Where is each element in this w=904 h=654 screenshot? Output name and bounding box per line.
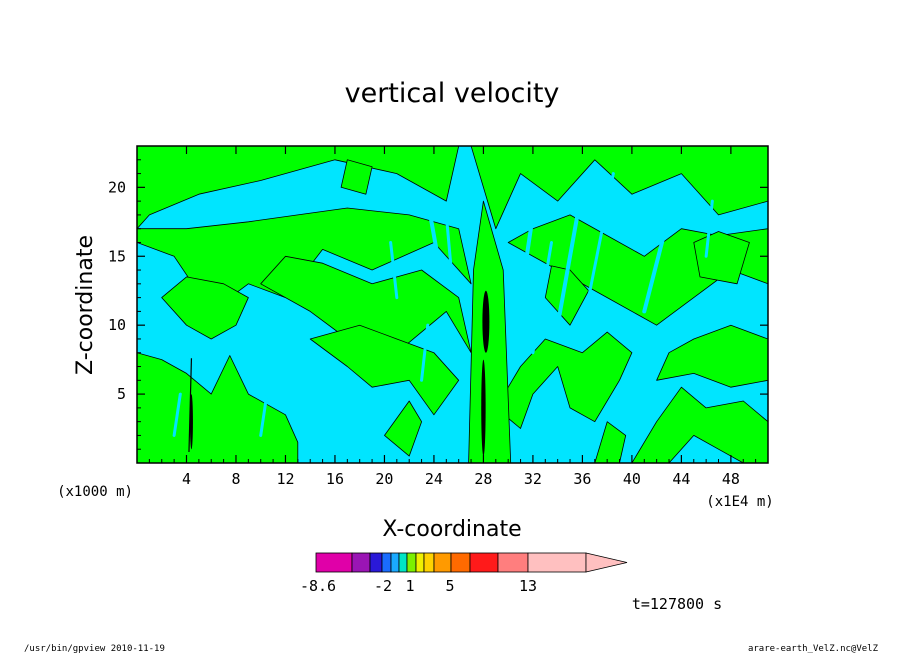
positive-region [495,331,633,429]
x-tick-label: 16 [326,470,344,488]
x-tick-label: 4 [182,470,191,488]
colorbar-segment [369,552,383,573]
positive-region [340,159,373,195]
negative-streak [444,213,454,286]
negative-streak [587,172,615,300]
time-label: t=127800 s [632,595,722,613]
x-tick-label: 8 [231,470,240,488]
colorbar [315,552,628,573]
colorbar-labels: -8.6 -2 1 5 13 [300,577,537,595]
y-tick-label: 5 [117,385,126,403]
plot-frame [136,145,769,464]
colorbar-label: 13 [519,577,537,595]
y-tick-label: 10 [108,316,126,334]
positive-region [544,265,589,326]
negative-streak [425,199,443,273]
x-tick-label: 36 [573,470,591,488]
footer-right: arare-earth_VelZ.nc@VelZ [748,644,879,654]
negative-streak [512,212,535,341]
colorbar-segment [381,552,392,573]
negative-streak [259,392,269,437]
x-tick-label: 48 [722,470,740,488]
x-tick-label: 12 [276,470,294,488]
colorbar-segment [450,552,471,573]
y-axis-unit: (x1000 m) [57,484,133,500]
positive-region [470,146,768,230]
x-tick-label: 24 [425,470,443,488]
positive-region [631,386,768,463]
negative-streak [555,185,585,328]
positive-velocity-regions [137,146,768,463]
negative-streak [172,392,182,437]
negative-streak [531,240,553,355]
core-contour [482,290,490,353]
negative-streak [704,199,714,258]
x-axis-ticks: 4 8 12 16 20 24 28 32 36 40 44 48 [148,146,757,488]
colorbar-segment [469,552,499,573]
x-tick-label: 40 [623,470,641,488]
positive-region [137,146,460,230]
plot-area [136,145,769,464]
colorbar-extend-arrow [585,552,628,573]
colorbar-segment [497,552,529,573]
colorbar-segment [433,552,452,573]
colorbar-label: 1 [405,577,414,595]
colorbar-label: -8.6 [300,577,336,595]
y-tick-label: 15 [108,247,126,265]
colorbar-segment [390,552,400,573]
colorbar-segment [398,552,408,573]
colorbar-segment [415,552,425,573]
core-contour [481,359,486,457]
positive-region [309,324,460,416]
colorbar-segment [351,552,371,573]
negative-streak [642,212,672,314]
positive-region [594,421,627,463]
negative-streak [389,240,399,300]
colorbar-label: 5 [445,577,454,595]
colorbar-label: -2 [374,577,392,595]
updraft-cores [188,290,490,457]
positive-region [137,352,299,463]
colorbar-segment [423,552,435,573]
positive-region [656,324,768,388]
positive-region [161,276,249,340]
chart-title: vertical velocity [345,78,560,109]
colorbar-segment [527,552,587,573]
core-contour [188,358,193,452]
footer-left: /usr/bin/gpview 2010-11-19 [24,644,165,654]
x-axis-label: X-coordinate [382,517,521,542]
colorbar-segment [315,552,353,573]
y-axis-label: Z-coordinate [73,235,98,375]
x-tick-label: 20 [375,470,393,488]
negative-streak [420,323,430,382]
y-tick-label: 20 [108,178,126,196]
x-tick-label: 44 [672,470,690,488]
x-tick-label: 32 [524,470,542,488]
positive-region [468,200,512,463]
x-tick-label: 28 [474,470,492,488]
positive-region [384,400,422,457]
x-axis-unit: (x1E4 m) [706,494,773,510]
colorbar-segment [406,552,417,573]
y-axis-ticks: 5 10 15 20 [108,159,768,450]
